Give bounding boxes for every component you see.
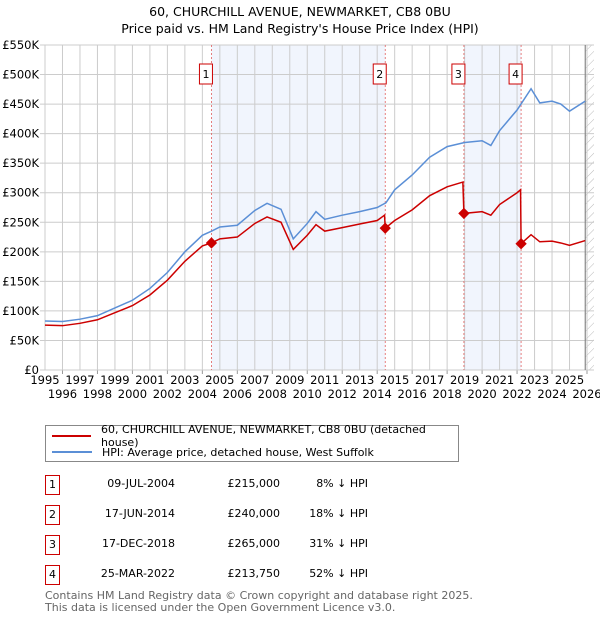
x-tick-label: 2015 bbox=[380, 373, 409, 387]
x-tick-label: 2016 bbox=[398, 387, 427, 401]
legend-red-line bbox=[52, 435, 92, 437]
x-tick-label: 2023 bbox=[520, 373, 549, 387]
table-row: 4 25-MAR-2022 £213,750 52% ↓ HPI bbox=[45, 565, 465, 585]
sale-date: 25-MAR-2022 bbox=[100, 567, 175, 580]
chart-title: 60, CHURCHILL AVENUE, NEWMARKET, CB8 0BU bbox=[149, 4, 451, 19]
legend-item-hpi: HPI: Average price, detached house, West… bbox=[46, 444, 374, 460]
x-tick-label: 2014 bbox=[363, 387, 392, 401]
sale-price: £215,000 bbox=[227, 477, 281, 490]
x-tick-label: 2000 bbox=[118, 387, 147, 401]
footer: Contains HM Land Registry data © Crown c… bbox=[45, 590, 473, 614]
legend: 60, CHURCHILL AVENUE, NEWMARKET, CB8 0BU… bbox=[45, 423, 459, 462]
hpi-diff: 18% ↓ HPI bbox=[309, 507, 368, 520]
sale-label-box bbox=[451, 63, 466, 85]
x-tick-label: 2024 bbox=[537, 387, 566, 401]
x-tick-label: 2008 bbox=[258, 387, 287, 401]
sale-label-box bbox=[372, 63, 387, 85]
hpi-diff: 31% ↓ HPI bbox=[309, 537, 368, 550]
y-tick-label: £0 bbox=[24, 363, 39, 377]
sale-point bbox=[379, 222, 391, 234]
x-tick-label: 2012 bbox=[328, 387, 357, 401]
sale-label-box bbox=[198, 63, 213, 85]
legend-label: 60, CHURCHILL AVENUE, NEWMARKET, CB8 0BU… bbox=[101, 423, 426, 449]
y-tick-label: £50K bbox=[10, 333, 40, 347]
sale-period-shading bbox=[211, 45, 386, 370]
x-tick-label: 2026 bbox=[572, 387, 600, 401]
sale-point bbox=[205, 237, 218, 249]
table-row: 3 17-DEC-2018 £265,000 31% ↓ HPI bbox=[45, 535, 465, 555]
y-tick-label: £550K bbox=[2, 38, 39, 52]
legend-item-property: 60, CHURCHILL AVENUE, NEWMARKET, CB8 0BU… bbox=[46, 423, 458, 449]
x-tick-label: 1998 bbox=[83, 387, 112, 401]
sale-point bbox=[515, 238, 527, 250]
sale-point bbox=[458, 207, 470, 220]
hpi-diff: 8% ↓ HPI bbox=[316, 477, 368, 490]
sale-label-box bbox=[508, 63, 523, 85]
x-tick-label: 2018 bbox=[432, 387, 461, 401]
x-tick-label: 2019 bbox=[450, 373, 479, 387]
x-tick-label: 2017 bbox=[415, 373, 444, 387]
sale-number-badge: 1 bbox=[45, 475, 60, 495]
x-tick-label: 2021 bbox=[485, 373, 514, 387]
x-tick-label: 2010 bbox=[293, 387, 322, 401]
x-tick-label: 2009 bbox=[275, 373, 304, 387]
y-tick-label: £100K bbox=[2, 304, 39, 318]
x-tick-label: 2007 bbox=[240, 373, 269, 387]
sale-price: £240,000 bbox=[227, 507, 281, 520]
y-tick-label: £500K bbox=[2, 68, 39, 82]
x-tick-label: 2022 bbox=[502, 387, 531, 401]
x-tick-label: 1999 bbox=[100, 373, 129, 387]
y-tick-label: £350K bbox=[2, 156, 39, 170]
y-tick-label: £400K bbox=[2, 127, 39, 141]
table-row: 2 17-JUN-2014 £240,000 18% ↓ HPI bbox=[45, 505, 465, 525]
x-tick-label: 2025 bbox=[555, 373, 584, 387]
property-series-line bbox=[44, 181, 586, 327]
sale-date: 17-DEC-2018 bbox=[101, 537, 175, 550]
sale-label: 1 bbox=[202, 68, 209, 81]
sale-date: 09-JUL-2004 bbox=[107, 477, 175, 490]
hpi-diff: 52% ↓ HPI bbox=[309, 567, 368, 580]
x-tick-label: 2013 bbox=[345, 373, 374, 387]
y-tick-label: £250K bbox=[2, 215, 39, 229]
table-row: 1 09-JUL-2004 £215,000 8% ↓ HPI bbox=[45, 475, 465, 495]
legend-label: HPI: Average price, detached house, West… bbox=[102, 445, 374, 459]
y-tick-label: £150K bbox=[2, 274, 39, 288]
forecast-hatch bbox=[585, 45, 594, 370]
sale-date: 17-JUN-2014 bbox=[104, 507, 175, 520]
sale-number-badge: 3 bbox=[45, 535, 60, 555]
sale-label: 4 bbox=[512, 68, 519, 81]
x-tick-label: 1996 bbox=[48, 387, 77, 401]
y-tick-label: £200K bbox=[2, 245, 39, 259]
footer-line: Contains HM Land Registry data © Crown c… bbox=[45, 589, 473, 602]
sale-price: £265,000 bbox=[227, 537, 281, 550]
y-tick-label: £450K bbox=[2, 97, 39, 111]
sale-period-shading bbox=[463, 45, 522, 370]
x-tick-label: 2004 bbox=[188, 387, 217, 401]
x-tick-label: 1997 bbox=[65, 373, 94, 387]
sale-number-badge: 4 bbox=[45, 565, 60, 585]
y-tick-label: £300K bbox=[2, 186, 39, 200]
chart-subtitle: Price paid vs. HM Land Registry's House … bbox=[121, 21, 479, 36]
x-tick-label: 2005 bbox=[205, 373, 234, 387]
sale-label: 2 bbox=[376, 68, 383, 81]
x-tick-label: 2001 bbox=[135, 373, 164, 387]
footer-line: This data is licensed under the Open Gov… bbox=[45, 601, 396, 614]
sale-price: £213,750 bbox=[227, 567, 281, 580]
hpi-series-line bbox=[44, 87, 586, 323]
x-tick-label: 2006 bbox=[223, 387, 252, 401]
price-chart: 1995199619971998199920002001200220032004… bbox=[2, 38, 600, 401]
sale-number-badge: 2 bbox=[45, 505, 60, 525]
x-tick-label: 2020 bbox=[467, 387, 496, 401]
x-tick-label: 2003 bbox=[170, 373, 199, 387]
x-tick-label: 1995 bbox=[30, 373, 59, 387]
x-tick-label: 2002 bbox=[153, 387, 182, 401]
legend-blue-line bbox=[52, 451, 92, 453]
x-tick-label: 2011 bbox=[310, 373, 339, 387]
sale-label: 3 bbox=[455, 68, 462, 81]
